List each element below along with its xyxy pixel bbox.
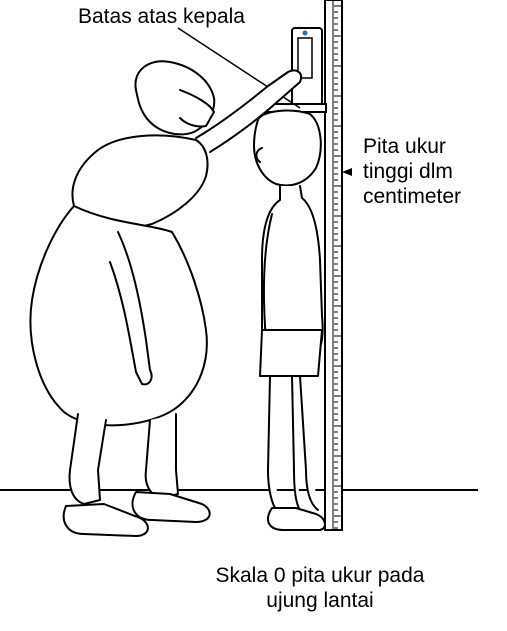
tape-label-line-3: centimeter xyxy=(363,185,462,208)
measuring-board xyxy=(324,0,343,531)
zero-scale-label-line-1: Skala 0 pita ukur pada xyxy=(215,564,425,587)
zero-scale-label: Skala 0 pita ukur pada ujung lantai xyxy=(170,563,470,613)
zero-scale-label-line-2: ujung lantai xyxy=(266,589,374,612)
tape-label-line-2: tinggi dlm xyxy=(363,160,453,183)
child-figure xyxy=(253,109,326,531)
tape-ticks xyxy=(334,5,341,529)
adult-figure xyxy=(29,60,302,537)
head-slider xyxy=(259,27,327,113)
tape-label-line-1: Pita ukur xyxy=(363,135,446,158)
headboard-label: Batas atas kepala xyxy=(78,5,245,28)
tape-label: Pita ukur tinggi dlm centimeter xyxy=(363,134,461,209)
tape-pointer-mark xyxy=(342,168,352,176)
